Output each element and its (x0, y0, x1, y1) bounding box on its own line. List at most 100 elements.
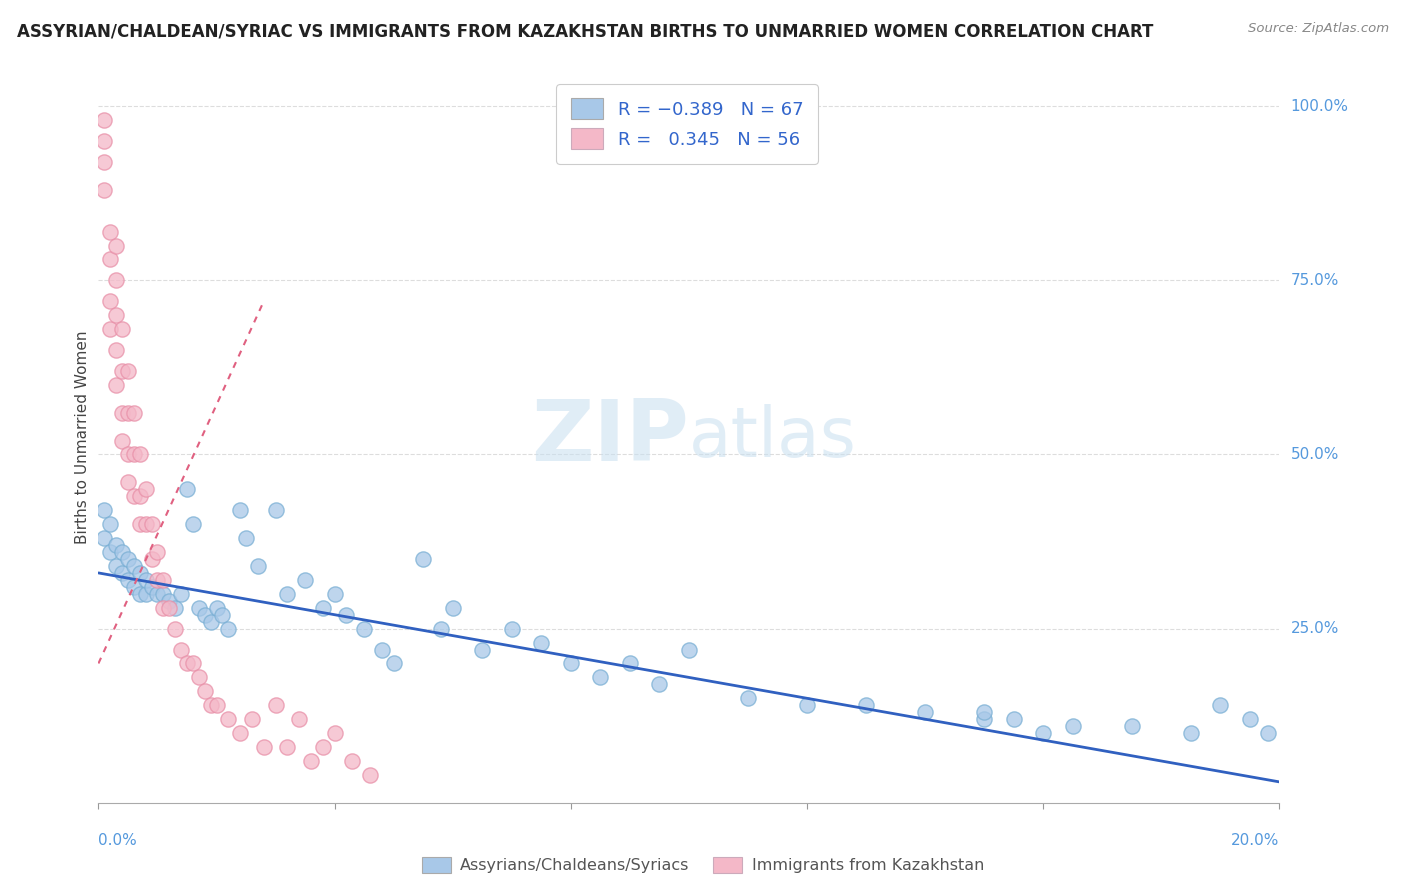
Point (648, 677, 671, 691)
Text: ZIP: ZIP (531, 395, 689, 479)
Point (973, 712, 995, 726)
Point (98, 545, 121, 559)
Point (141, 517, 163, 532)
Point (128, 517, 150, 532)
Point (276, 740, 298, 755)
Point (152, 587, 174, 601)
Point (170, 587, 193, 601)
Point (229, 726, 252, 740)
Point (105, 308, 128, 322)
Point (737, 691, 759, 706)
Point (93, 155, 115, 169)
Point (501, 622, 523, 636)
Point (1002, 712, 1025, 726)
Point (117, 573, 139, 587)
Point (135, 483, 157, 497)
Point (146, 573, 169, 587)
Point (117, 406, 139, 420)
Point (235, 531, 257, 545)
Point (855, 698, 877, 713)
Point (217, 622, 239, 636)
Point (141, 552, 163, 566)
Point (253, 740, 276, 755)
Point (288, 712, 311, 726)
Point (382, 657, 405, 671)
Point (312, 740, 335, 755)
Point (194, 684, 217, 698)
Point (93, 503, 115, 517)
Point (111, 406, 134, 420)
Point (122, 580, 145, 594)
Point (135, 573, 157, 587)
Point (264, 503, 287, 517)
Point (128, 587, 150, 601)
Point (530, 635, 553, 649)
Point (471, 642, 494, 657)
Point (187, 600, 209, 615)
Point (200, 698, 222, 713)
Point (157, 594, 180, 608)
Point (678, 642, 700, 657)
Point (93, 183, 115, 197)
Point (98, 322, 121, 336)
Text: ASSYRIAN/CHALDEAN/SYRIAC VS IMMIGRANTS FROM KAZAKHSTAN BIRTHS TO UNMARRIED WOMEN: ASSYRIAN/CHALDEAN/SYRIAC VS IMMIGRANTS F… (17, 22, 1153, 40)
Point (217, 712, 239, 726)
Point (176, 657, 198, 671)
Point (117, 448, 139, 462)
Point (796, 698, 818, 713)
Point (117, 475, 139, 490)
Point (181, 517, 204, 532)
Text: 25.0%: 25.0% (1291, 621, 1339, 636)
Point (430, 622, 453, 636)
Point (146, 545, 169, 559)
Point (211, 607, 233, 622)
Point (128, 448, 150, 462)
Point (312, 600, 335, 615)
Point (1121, 719, 1143, 733)
Point (93, 113, 115, 128)
Point (111, 434, 134, 448)
Point (359, 768, 381, 782)
Point (122, 558, 145, 573)
Point (240, 712, 263, 726)
Point (98, 252, 121, 267)
Point (200, 615, 222, 629)
Point (205, 698, 228, 713)
Point (441, 600, 464, 615)
Point (93, 531, 115, 545)
Point (105, 558, 128, 573)
Point (335, 607, 357, 622)
Text: 20.0%: 20.0% (1232, 833, 1279, 848)
Point (187, 670, 209, 684)
Point (246, 558, 269, 573)
Point (128, 566, 150, 580)
Point (1239, 712, 1261, 726)
Point (589, 670, 612, 684)
Point (294, 573, 316, 587)
Point (264, 698, 287, 713)
Point (111, 566, 134, 580)
Point (973, 705, 995, 719)
Point (412, 552, 434, 566)
Point (98, 294, 121, 309)
Text: Source: ZipAtlas.com: Source: ZipAtlas.com (1249, 22, 1389, 36)
Point (135, 517, 157, 532)
Point (105, 273, 128, 287)
Point (117, 552, 139, 566)
Point (141, 580, 163, 594)
Point (93, 134, 115, 148)
Point (170, 642, 193, 657)
Point (152, 600, 174, 615)
Point (181, 657, 204, 671)
Point (1062, 719, 1084, 733)
Point (371, 642, 394, 657)
Point (299, 754, 322, 768)
Point (194, 607, 217, 622)
Text: 0.0%: 0.0% (98, 833, 138, 848)
Point (176, 483, 198, 497)
Point (914, 705, 936, 719)
Point (276, 587, 298, 601)
Point (111, 322, 134, 336)
Point (111, 545, 134, 559)
Point (111, 364, 134, 378)
